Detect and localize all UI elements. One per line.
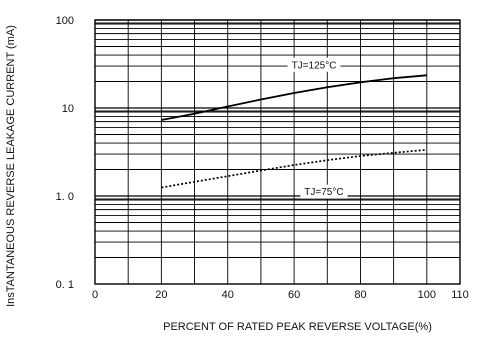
y-tick-label: 0. 1 (56, 279, 74, 291)
x-tick-label: 0 (92, 289, 98, 301)
y-tick-label: 10 (62, 103, 74, 115)
grid (95, 19, 460, 284)
annotation-background (300, 184, 348, 199)
y-axis-title: InsTANTANEOUS REVERSE LEAKAGE CURRENT (m… (5, 25, 17, 307)
x-tick-label: 80 (354, 289, 366, 301)
x-tick-label: 60 (288, 289, 300, 301)
series-line-tj-75c (161, 148, 427, 189)
annotation-background (287, 57, 341, 72)
x-tick-label: 20 (155, 289, 167, 301)
x-tick-label: 110 (451, 289, 469, 301)
series-line-tj-125c (161, 74, 427, 121)
plot-frame (94, 19, 461, 285)
annotation-layer: TJ=125°C TJ=75°C (287, 57, 348, 199)
x-tick-label: 100 (418, 289, 436, 301)
y-tick-label: 1. 0 (56, 191, 74, 203)
x-axis-title: PERCENT OF RATED PEAK REVERSE VOLTAGE(%) (163, 321, 432, 333)
x-tick-label: 40 (222, 289, 234, 301)
y-tick-label: 100 (56, 15, 74, 27)
x-tick-labels: 0 20 40 60 80 100 110 (92, 289, 469, 301)
series-layer (161, 74, 427, 189)
series-annotation: TJ=75°C (304, 187, 343, 198)
series-annotation: TJ=125°C (292, 60, 337, 71)
y-tick-labels: 0. 1 1. 0 10 100 (56, 15, 74, 291)
